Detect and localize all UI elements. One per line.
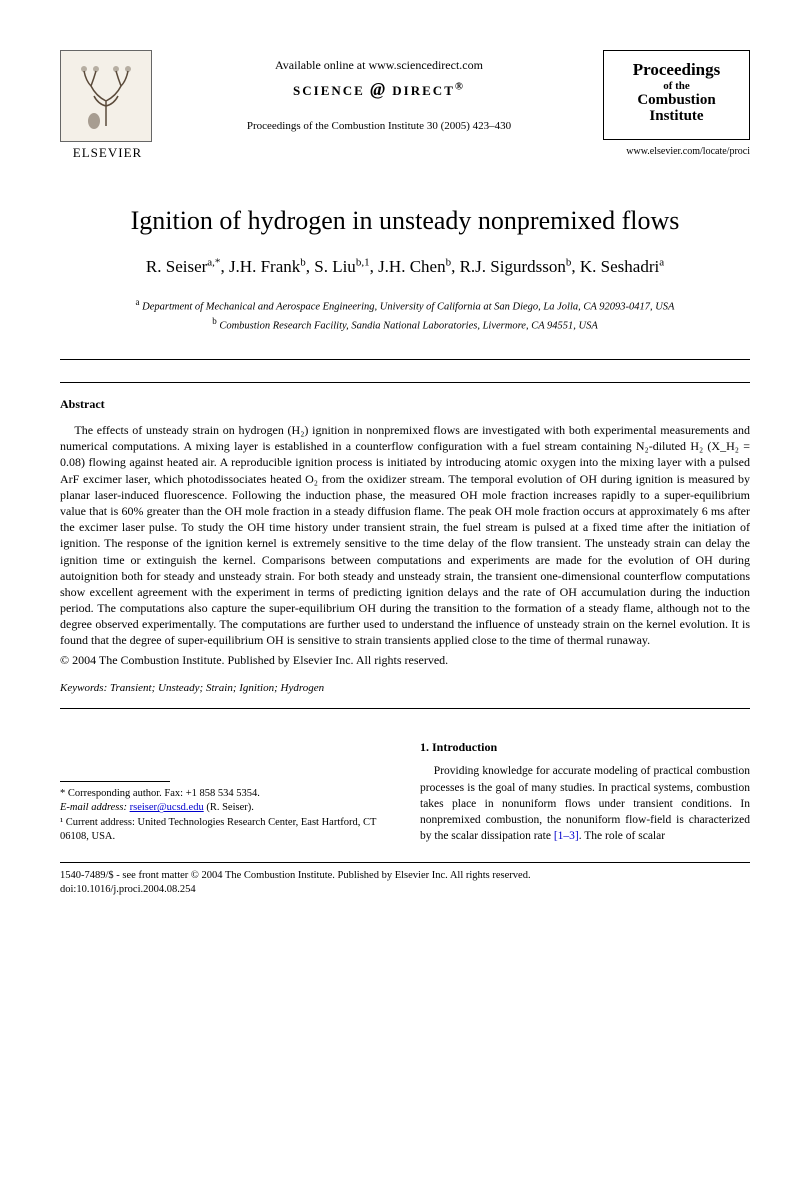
current-address-footnote: ¹ Current address: United Technologies R…: [60, 816, 390, 844]
abstract-copyright: © 2004 The Combustion Institute. Publish…: [60, 653, 750, 668]
keywords-line: Keywords: Transient; Unsteady; Strain; I…: [60, 682, 750, 694]
affiliation-b: b Combustion Research Facility, Sandia N…: [60, 315, 750, 334]
journal-line4: Institute: [609, 108, 744, 125]
publisher-block: ELSEVIER: [60, 50, 155, 161]
intro-heading: 1. Introduction: [420, 739, 750, 756]
footer-doi: doi:10.1016/j.proci.2004.08.254: [60, 883, 750, 897]
keywords-text: Transient; Unsteady; Strain; Ignition; H…: [110, 682, 324, 694]
available-online-text: Available online at www.sciencedirect.co…: [155, 58, 603, 73]
journal-line1: Proceedings: [609, 61, 744, 80]
center-header: Available online at www.sciencedirect.co…: [155, 50, 603, 132]
elsevier-tree-icon: [60, 50, 152, 142]
author-email[interactable]: rseiser@ucsd.edu: [130, 802, 204, 813]
divider-after-keywords: [60, 708, 750, 709]
keywords-label: Keywords:: [60, 682, 107, 694]
publisher-name: ELSEVIER: [60, 145, 155, 161]
left-column: * Corresponding author. Fax: +1 858 534 …: [60, 739, 390, 844]
intro-body: Providing knowledge for accurate modelin…: [420, 763, 750, 843]
authors-list: R. Seisera,*, J.H. Frankb, S. Liub,1, J.…: [60, 254, 750, 280]
footer-line1: 1540-7489/$ - see front matter © 2004 Th…: [60, 869, 750, 883]
article-title: Ignition of hydrogen in unsteady nonprem…: [60, 206, 750, 236]
journal-url: www.elsevier.com/locate/proci: [603, 146, 750, 157]
footer-rule: [60, 862, 750, 863]
right-column: 1. Introduction Providing knowledge for …: [420, 739, 750, 844]
abstract-body: The effects of unsteady strain on hydrog…: [60, 422, 750, 649]
sciencedirect-logo: SCIENCE @ DIRECT®: [155, 79, 603, 100]
page-header: ELSEVIER Available online at www.science…: [60, 50, 750, 161]
citation-line: Proceedings of the Combustion Institute …: [155, 120, 603, 132]
email-after: (R. Seiser).: [206, 802, 254, 813]
footer-text: 1540-7489/$ - see front matter © 2004 Th…: [60, 869, 750, 896]
journal-title-box: Proceedings of the Combustion Institute: [603, 50, 750, 140]
divider-thin-rule: [60, 382, 750, 383]
footnotes: * Corresponding author. Fax: +1 858 534 …: [60, 787, 390, 844]
affiliations: a Department of Mechanical and Aerospace…: [60, 296, 750, 335]
footnote-rule: [60, 781, 170, 782]
affiliation-a: a Department of Mechanical and Aerospace…: [60, 296, 750, 315]
journal-line2: of the: [609, 80, 744, 92]
email-label: E-mail address:: [60, 802, 127, 813]
abstract-heading: Abstract: [60, 397, 750, 412]
journal-block: Proceedings of the Combustion Institute …: [603, 50, 750, 157]
two-column-body: * Corresponding author. Fax: +1 858 534 …: [60, 739, 750, 844]
journal-line3: Combustion: [609, 92, 744, 109]
corresponding-author: * Corresponding author. Fax: +1 858 534 …: [60, 787, 390, 801]
email-line: E-mail address: rseiser@ucsd.edu (R. Sei…: [60, 801, 390, 815]
divider-rule: [60, 359, 750, 360]
